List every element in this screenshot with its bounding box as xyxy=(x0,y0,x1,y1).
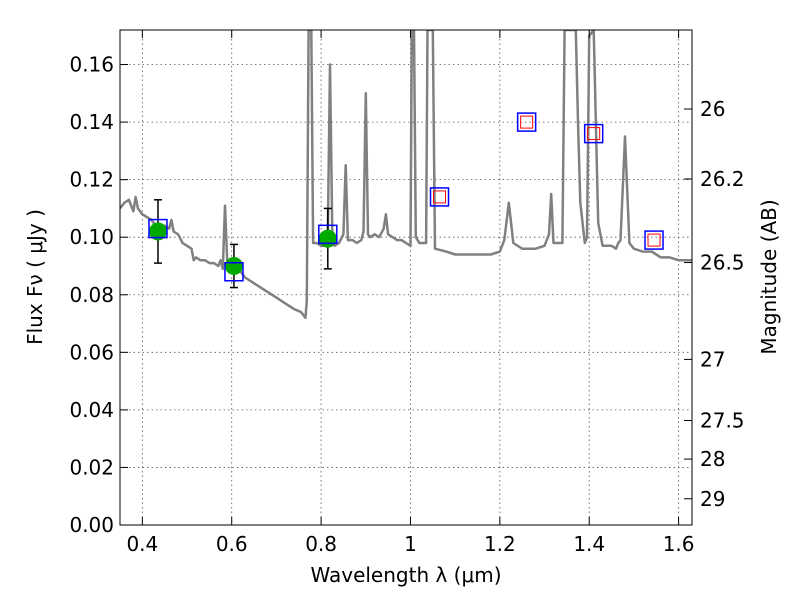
y-tick-label: 0.08 xyxy=(69,283,114,307)
right-y-tick-label: 26 xyxy=(700,97,725,121)
photometry-point xyxy=(224,256,243,275)
y-tick-label: 0.02 xyxy=(69,455,114,479)
y-axis-right-title: Magnitude (AB) xyxy=(757,199,781,354)
model-square-blue xyxy=(148,218,168,239)
right-y-tick-label: 26.2 xyxy=(700,167,745,191)
model-square-blue xyxy=(516,112,537,132)
right-y-tick-label: 28 xyxy=(700,447,725,471)
plot-area xyxy=(120,30,692,320)
x-axis-title: Wavelength λ (μm) xyxy=(310,563,501,587)
model-square-red xyxy=(520,115,534,129)
model-square-red xyxy=(647,233,661,247)
plot-frame xyxy=(119,29,693,526)
y-tick-label: 0.04 xyxy=(69,398,114,422)
x-tick-label: 0.8 xyxy=(305,532,337,556)
model-square-blue xyxy=(429,187,450,207)
right-y-tick-label: 26.5 xyxy=(700,251,745,275)
photometry-point xyxy=(148,222,167,241)
model-square-blue xyxy=(224,261,244,282)
right-y-tick-label: 27 xyxy=(700,347,725,371)
y-axis-title: Flux Fν ( μJy ) xyxy=(23,209,47,345)
x-tick-label: 1.4 xyxy=(573,532,605,556)
y-tick-label: 0.16 xyxy=(69,53,114,77)
model-square-blue xyxy=(644,230,664,250)
right-y-tick-label: 27.5 xyxy=(700,409,745,433)
y-tick-label: 0.12 xyxy=(69,168,114,192)
model-square-red xyxy=(587,127,601,141)
x-tick-label: 0.4 xyxy=(126,532,158,556)
right-y-tick-label: 29 xyxy=(700,487,725,511)
axes: 0.4 0.6 0.8 1 1.2 1.4 1.6 0.00 0.02 0.04 0.06 0.08 0… xyxy=(69,30,745,556)
model-square-blue xyxy=(318,224,338,245)
x-tick-label: 1 xyxy=(404,532,417,556)
x-tick-label: 0.6 xyxy=(216,532,248,556)
y-tick-label: 0.06 xyxy=(69,340,114,364)
x-tick-label: 1.6 xyxy=(663,532,695,556)
spectrum-line xyxy=(120,30,692,320)
model-square-red xyxy=(433,190,447,204)
y-tick-label: 0.00 xyxy=(69,513,114,537)
x-tick-label: 1.2 xyxy=(484,532,516,556)
y-tick-label: 0.10 xyxy=(69,225,114,249)
model-square-blue xyxy=(583,123,604,144)
y-tick-label: 0.14 xyxy=(69,110,114,134)
photometry-point xyxy=(318,229,337,248)
